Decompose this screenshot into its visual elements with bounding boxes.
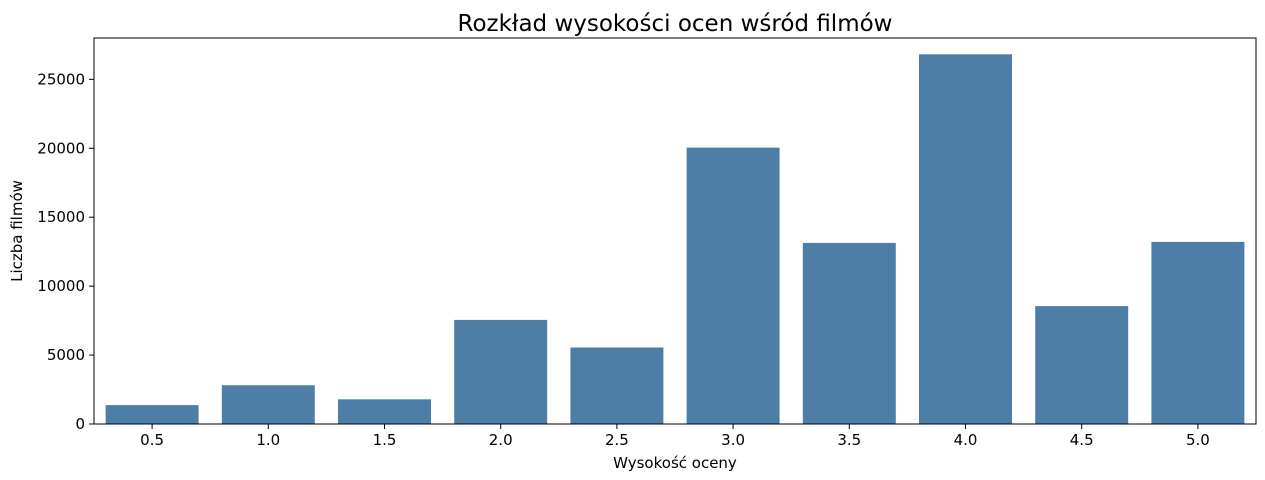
y-tick-label: 25000: [37, 70, 85, 88]
bar-0.5: [105, 405, 199, 424]
chart-title: Rozkład wysokości ocen wśród filmów: [458, 11, 893, 37]
bar-2.0: [454, 319, 548, 424]
bar-3.0: [686, 147, 780, 424]
bar-1.5: [338, 399, 431, 424]
y-axis-label: Liczba filmów: [8, 180, 26, 282]
x-tick-label: 3.5: [837, 431, 861, 449]
bar-3.5: [802, 242, 896, 424]
y-tick-label: 0: [75, 415, 85, 433]
x-axis-ticks: 0.5 1.0 1.5 2.0 2.5 3.0 3.5 4.0 4.5 5.0: [140, 424, 1210, 449]
x-tick-label: 2.5: [605, 431, 629, 449]
x-tick-label: 2.0: [489, 431, 513, 449]
y-tick-label: 10000: [37, 277, 85, 295]
plot-frame: [93, 37, 1257, 425]
x-tick-label: 4.0: [954, 431, 978, 449]
x-tick-label: 4.5: [1070, 431, 1094, 449]
bar-4.0: [919, 54, 1012, 425]
bar-4.5: [1035, 306, 1129, 424]
y-axis-ticks: 0 5000 10000 15000 20000 25000: [37, 70, 94, 433]
bars-group: [105, 54, 1245, 425]
y-tick-label: 5000: [47, 346, 85, 364]
x-tick-label: 0.5: [140, 431, 164, 449]
x-tick-label: 1.5: [373, 431, 397, 449]
x-axis-label: Wysokość oceny: [613, 454, 737, 472]
y-tick-label: 15000: [37, 208, 85, 226]
x-tick-label: 1.0: [256, 431, 280, 449]
bar-5.0: [1151, 241, 1245, 424]
x-tick-label: 5.0: [1186, 431, 1210, 449]
y-tick-label: 20000: [37, 139, 85, 157]
bar-1.0: [221, 385, 315, 424]
bar-2.5: [570, 347, 664, 424]
x-tick-label: 3.0: [721, 431, 745, 449]
